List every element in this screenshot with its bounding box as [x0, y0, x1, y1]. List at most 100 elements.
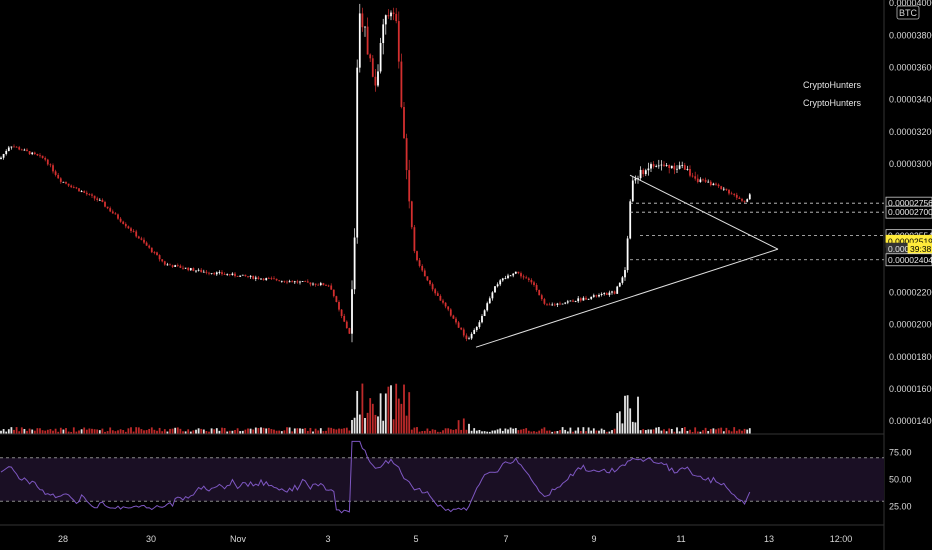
candle-body [652, 164, 655, 167]
volume-bar [416, 427, 418, 434]
volume-bar [348, 430, 351, 434]
candle-body [598, 294, 600, 297]
candle-body [605, 293, 608, 296]
candle-body [83, 191, 86, 193]
volume-bar [548, 430, 551, 434]
volume-bar [67, 431, 70, 434]
price-tick-0: 0.00004000 [889, 0, 932, 8]
volume-bar [696, 431, 699, 434]
volume-bar [145, 430, 148, 434]
volume-bar [371, 403, 374, 434]
candle-body [496, 284, 499, 287]
volume-bar [140, 429, 143, 434]
candle-body [67, 183, 70, 186]
volume-bar [478, 429, 481, 434]
currency-badge-label: BTC [899, 8, 918, 18]
candle-body [221, 272, 223, 275]
currency-badge: BTC [896, 5, 920, 20]
candle-body [39, 155, 41, 157]
volume-bar [223, 428, 226, 434]
volume-bar [395, 383, 398, 434]
candle-body [501, 278, 504, 281]
volume-bar [39, 428, 41, 434]
volume-bar [689, 429, 691, 434]
candle-body [657, 165, 660, 167]
volume-bar [5, 431, 8, 434]
volume-bar [660, 430, 663, 434]
candle-body [75, 187, 78, 189]
volume-bar [353, 417, 356, 434]
candle-body [699, 179, 702, 182]
volume-bar [299, 428, 301, 434]
volume-bar [743, 428, 746, 434]
volume-bar [439, 431, 442, 434]
price-tag-6: 0.00002404 [888, 255, 932, 265]
volume-bar [426, 428, 429, 434]
candle-body [413, 227, 416, 252]
candle-body [236, 276, 239, 277]
volume-bar [626, 395, 629, 434]
candle-body [405, 138, 408, 171]
candle-body [353, 237, 356, 290]
candle-body [595, 295, 598, 297]
candle-body [195, 270, 197, 272]
volume-bar [561, 427, 564, 434]
volume-bar [143, 430, 145, 434]
candle-body [670, 165, 673, 169]
volume-bar [618, 411, 621, 434]
volume-bar [517, 430, 520, 434]
volume-bar [390, 385, 392, 434]
volume-bar [156, 430, 158, 434]
volume-bar [114, 431, 117, 434]
candle-body [449, 309, 452, 316]
candle-body [234, 273, 236, 277]
candle-body [72, 187, 75, 188]
volume-bar [88, 428, 91, 434]
volume-bar [98, 430, 101, 434]
candle-body [702, 179, 704, 181]
volume-bar [665, 431, 668, 434]
candle-body [306, 281, 309, 283]
volume-bar [166, 431, 169, 434]
price-tick-4: 0.00003200 [889, 127, 932, 137]
candle-body [494, 286, 496, 293]
volume-bar [52, 430, 54, 434]
volume-bar [384, 393, 387, 434]
candle-body [44, 157, 47, 160]
candle-body [535, 284, 538, 291]
candle-body [748, 194, 751, 200]
candle-body [358, 13, 361, 68]
volume-bar [527, 430, 530, 434]
price-tag-0: 0.00002756 [888, 198, 932, 208]
volume-bar [85, 429, 88, 434]
candle-body [733, 193, 736, 195]
price-tag-3: 0.00002519 [888, 236, 932, 246]
volume-bar [699, 431, 702, 434]
volume-bar [150, 427, 153, 434]
volume-bar [504, 428, 507, 434]
candle-body [239, 275, 242, 277]
candle-body [304, 281, 307, 282]
volume-bar [200, 428, 203, 434]
volume-bar [293, 428, 296, 434]
candle-body [70, 185, 73, 188]
candle-body [122, 221, 125, 224]
candle-body [634, 178, 637, 181]
volume-bar [26, 430, 28, 434]
volume-bar [681, 428, 684, 434]
volume-bar [457, 420, 460, 434]
volume-bar [616, 413, 619, 434]
candle-body [577, 298, 580, 302]
volume-bar [442, 430, 444, 434]
volume-bar [179, 428, 182, 434]
volume-bar [605, 431, 608, 434]
volume-bar [119, 429, 122, 434]
candle-body [608, 292, 611, 296]
volume-bar [124, 431, 127, 434]
volume-bar [720, 427, 723, 434]
candle-body [507, 275, 509, 279]
candle-body [538, 290, 541, 296]
volume-series [0, 383, 751, 434]
candle-body [647, 168, 650, 171]
